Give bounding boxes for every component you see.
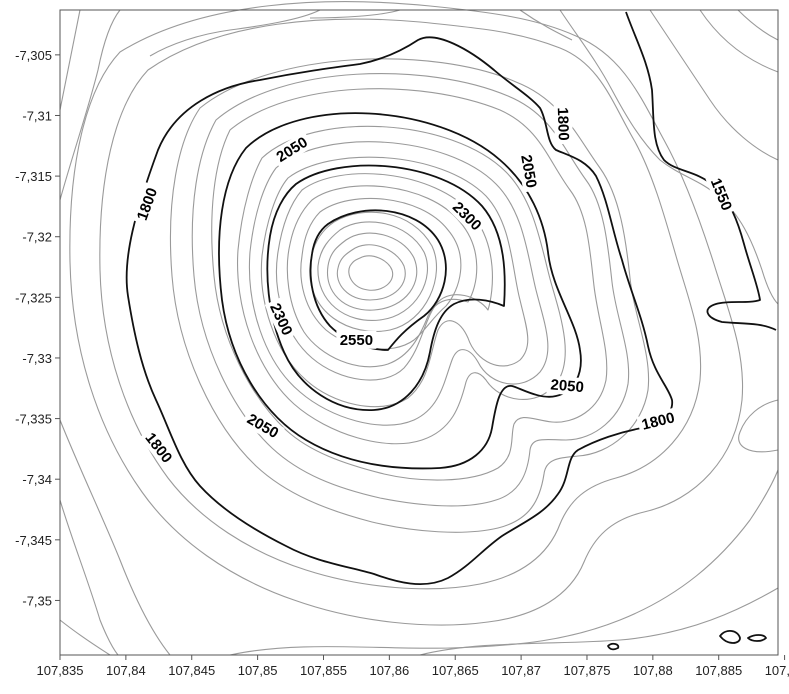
contour-line — [318, 222, 428, 321]
contour-label-text: 2050 — [517, 153, 540, 189]
contour-label-2050: 2050 — [546, 375, 587, 396]
x-tick-label: 107,89 — [765, 663, 789, 678]
x-tick-label: 107,865 — [432, 663, 479, 678]
contour-line — [349, 256, 393, 290]
y-tick-label: -7,34 — [22, 472, 52, 487]
contour-line — [420, 588, 778, 655]
contour-line — [230, 470, 778, 655]
index-contour-1800 — [127, 37, 673, 584]
y-tick-label: -7,305 — [15, 48, 52, 63]
contour-label-text: 2550 — [340, 332, 373, 349]
y-tick-label: -7,32 — [22, 230, 52, 245]
index-contour-lines — [127, 12, 776, 649]
index-contour-spot — [748, 635, 766, 641]
contour-line — [337, 245, 405, 300]
x-tick-label: 107,87 — [501, 663, 541, 678]
x-tick-label: 107,84 — [106, 663, 146, 678]
x-tick-label: 107,875 — [563, 663, 610, 678]
x-tick-label: 107,845 — [168, 663, 215, 678]
y-tick-label: -7,31 — [22, 108, 52, 123]
x-tick-label: 107,86 — [369, 663, 409, 678]
minor-contour-lines — [60, 2, 778, 655]
contour-label-2050: 2050 — [270, 131, 313, 167]
contour-line — [238, 126, 566, 443]
contour-label-2300: 2300 — [447, 196, 488, 237]
contour-line — [700, 10, 778, 72]
contour-line — [60, 500, 118, 655]
contour-label-text: 1800 — [134, 186, 161, 223]
contour-line — [249, 142, 547, 425]
contour-line — [738, 10, 778, 40]
contour-label-2050: 2050 — [517, 150, 542, 193]
plot-frame — [60, 10, 778, 655]
contour-label-text: 2050 — [550, 376, 585, 396]
contour-labels: 1800 2050 2300 2050 1800 1550 2300 2550 2050 1800… — [132, 104, 738, 469]
x-tick-label: 107,85 — [238, 663, 278, 678]
contour-label-2550: 2550 — [336, 331, 376, 349]
y-axis: -7,305 -7,31 -7,315 -7,32 -7,325 -7,33 -7,335 -… — [15, 48, 60, 609]
contour-line — [739, 400, 778, 452]
contour-line — [310, 212, 437, 331]
y-tick-label: -7,35 — [22, 593, 52, 608]
contour-label-2300: 2300 — [265, 297, 298, 341]
contour-label-text: 2300 — [266, 301, 296, 338]
x-tick-label: 107,855 — [300, 663, 347, 678]
contour-label-1800: 1800 — [139, 426, 178, 469]
contour-line — [60, 10, 80, 110]
y-tick-label: -7,33 — [22, 351, 52, 366]
y-tick-label: -7,325 — [15, 290, 52, 305]
x-axis: 107,835 107,84 107,845 107,85 107,855 107,86 1… — [37, 655, 789, 678]
x-tick-label: 107,885 — [695, 663, 742, 678]
contour-line — [70, 2, 743, 625]
index-contour-spot — [608, 644, 618, 649]
contour-line — [100, 19, 701, 589]
x-tick-label: 107,835 — [37, 663, 84, 678]
y-tick-label: -7,345 — [15, 533, 52, 548]
contour-label-text: 1800 — [640, 409, 676, 434]
contour-label-1550: 1550 — [706, 172, 738, 216]
contour-label-1800: 1800 — [637, 407, 680, 434]
contour-label-1800: 1800 — [554, 104, 573, 145]
contour-line — [650, 10, 778, 160]
contour-label-1800: 1800 — [132, 182, 163, 226]
y-tick-label: -7,335 — [15, 412, 52, 427]
contour-label-text: 1800 — [554, 107, 572, 141]
x-tick-label: 107,88 — [633, 663, 673, 678]
y-tick-label: -7,315 — [15, 169, 52, 184]
index-contour-spot — [720, 631, 740, 643]
contour-line — [150, 10, 320, 56]
contour-label-text: 1550 — [707, 176, 735, 213]
contour-line — [310, 10, 400, 18]
